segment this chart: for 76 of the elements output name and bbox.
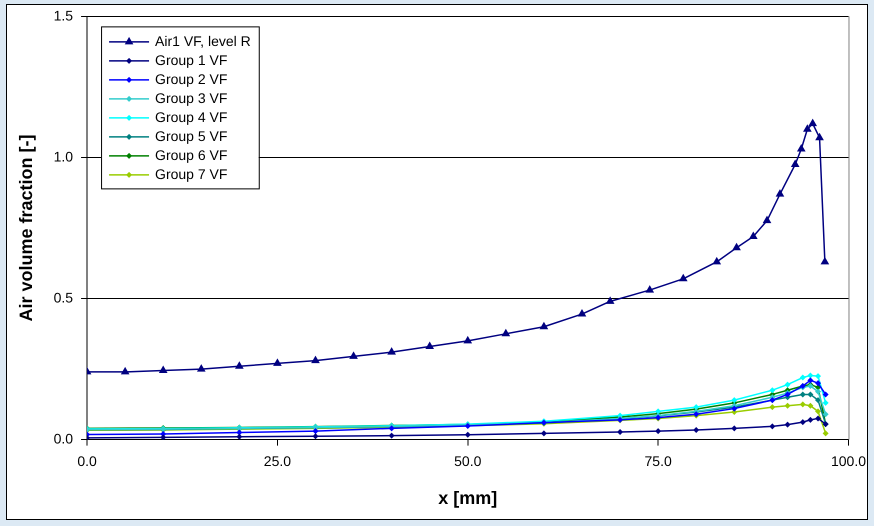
point [655,428,662,434]
point [235,361,244,369]
point [158,365,168,373]
point [815,388,822,395]
point [815,380,822,386]
point [388,432,395,439]
point [790,160,800,168]
legend-label: Group 2 VF [155,70,228,87]
point [803,124,812,132]
y-tick-label: 1.5 [54,7,74,24]
point [769,404,776,410]
point [807,377,814,384]
point [800,419,806,426]
point [678,274,688,282]
legend-label: Group 7 VF [155,166,228,182]
point [820,256,830,264]
point [731,425,738,432]
point [784,422,791,428]
legend-label: Group 1 VF [155,52,228,68]
x-tick-label: 50.0 [454,452,482,469]
x-tick-label: 25.0 [264,452,292,469]
point [645,285,654,293]
point [540,322,548,330]
y-tick-label: 1.0 [54,148,74,164]
legend-label: Group 6 VF [155,146,228,163]
y-axis-title: Air volume fraction [-] [16,134,36,322]
point [273,358,282,366]
point [160,434,166,440]
point [578,309,586,317]
point [311,356,320,364]
point [606,296,614,304]
point [800,391,806,398]
point [769,387,776,394]
point [732,242,741,250]
point [120,366,130,374]
point [349,351,358,359]
point [464,432,471,438]
x-tick-label: 75.0 [644,452,672,469]
point [748,231,758,239]
legend-label: Group 5 VF [155,128,228,144]
y-tick-label: 0.0 [54,430,74,446]
point [800,374,806,381]
point [808,118,818,126]
point [196,364,206,372]
point [815,408,822,414]
point [502,328,510,336]
point [784,382,791,388]
y-tick-label: 0.5 [54,289,74,306]
point [425,341,434,349]
point [731,397,738,404]
point [822,400,829,406]
point [796,144,806,152]
point [815,373,822,380]
point [807,402,814,409]
point [463,336,472,344]
legend-label: Air1 VF, level R [155,32,251,49]
point [693,427,700,434]
point [387,347,396,355]
point [769,423,776,430]
legend-label: Group 4 VF [155,108,228,125]
x-tick-label: 100.0 [830,452,866,469]
point [815,415,822,422]
point [762,216,772,224]
legend-label: Group 3 VF [155,90,228,106]
point [776,189,784,197]
point [800,401,806,408]
point [822,430,829,436]
point [815,132,824,140]
x-axis-title: x [mm] [438,488,498,508]
x-tick-label: 0.0 [77,452,98,469]
point [712,256,722,264]
point [807,416,814,423]
point [784,402,791,409]
point [822,411,829,418]
point [540,430,547,436]
point [822,391,829,398]
